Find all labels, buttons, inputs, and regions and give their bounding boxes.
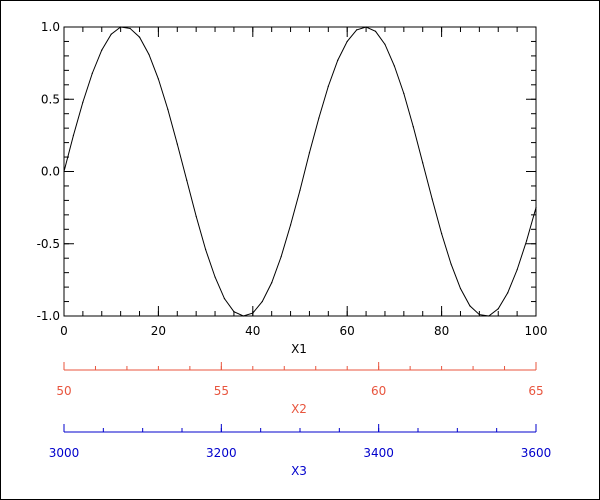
data-point — [186, 179, 188, 181]
data-point — [337, 59, 339, 61]
x-tick-label: 0 — [60, 324, 68, 338]
data-point — [356, 29, 358, 31]
data-point — [289, 224, 292, 226]
data-point — [214, 276, 216, 278]
data-point — [374, 30, 377, 32]
data-point — [82, 101, 84, 103]
tick-label: 3600 — [521, 446, 552, 460]
data-point — [507, 292, 509, 294]
data-point — [525, 240, 528, 242]
data-point — [129, 27, 131, 30]
y-tick-label: 0.5 — [41, 92, 60, 106]
data-point — [242, 315, 244, 317]
data-point — [327, 85, 329, 87]
data-point — [318, 117, 320, 119]
data-point — [422, 162, 424, 164]
data-point — [120, 26, 122, 28]
data-point — [478, 313, 480, 316]
data-point — [516, 269, 518, 271]
data-point — [252, 312, 254, 314]
data-point — [223, 298, 226, 300]
data-point — [176, 143, 178, 145]
data-point — [148, 53, 150, 56]
y-tick-label: 0.0 — [41, 165, 60, 179]
data-point — [365, 26, 367, 28]
tick-label: 3000 — [49, 446, 80, 460]
x-tick-label: 60 — [340, 324, 355, 338]
tick-label: 65 — [528, 384, 543, 398]
data-point — [488, 315, 490, 317]
data-point — [280, 256, 282, 258]
data-point — [205, 248, 207, 251]
tick-label: 60 — [371, 384, 386, 398]
tick-label: 3200 — [206, 446, 237, 460]
data-point — [412, 126, 414, 128]
data-point — [101, 49, 103, 51]
x3-axis: 3000 3200 3400 3600 X3 — [49, 424, 552, 478]
data-point — [431, 198, 433, 200]
data-point — [384, 43, 386, 45]
data-point — [459, 287, 462, 290]
axis-label: X2 — [291, 402, 307, 416]
data-point — [403, 92, 405, 95]
data-point — [195, 215, 197, 217]
data-point — [271, 282, 273, 284]
x-tick-label: 40 — [245, 324, 260, 338]
x2-axis: 50 55 60 65 X2 — [56, 362, 544, 416]
data-point — [157, 78, 159, 80]
axis-label: X3 — [291, 464, 307, 478]
data-point — [450, 263, 452, 265]
x-tick-label: 20 — [151, 324, 166, 338]
data-point — [469, 305, 471, 307]
data-point — [63, 170, 65, 173]
data-point — [497, 308, 499, 310]
plot-area-border — [63, 26, 537, 317]
data-point — [138, 36, 141, 38]
data-point — [110, 33, 112, 35]
main-plot: 0 20 40 60 80 100 1.0 0.5 0.0 -0.5 -1.0 — [37, 20, 548, 338]
data-point — [535, 207, 537, 209]
data-point — [308, 152, 311, 154]
data-point — [299, 189, 301, 191]
sine-series-line — [63, 26, 537, 317]
y-tick-label: 1.0 — [41, 20, 60, 34]
data-point — [233, 311, 235, 313]
x-tick-label: 80 — [434, 324, 449, 338]
data-point — [72, 134, 75, 136]
data-point — [261, 300, 263, 303]
data-point — [167, 108, 169, 110]
y-tick-label: -1.0 — [37, 309, 60, 323]
data-point — [441, 233, 443, 235]
y-tick-label: -0.5 — [37, 237, 60, 251]
data-point — [346, 40, 348, 43]
tick-label: 3400 — [363, 446, 394, 460]
data-point — [91, 72, 93, 74]
tick-label: 50 — [56, 384, 71, 398]
data-point — [393, 65, 395, 67]
x-tick-label: 100 — [525, 324, 548, 338]
tick-label: 55 — [214, 384, 229, 398]
x1-axis-label: X1 — [291, 342, 307, 356]
